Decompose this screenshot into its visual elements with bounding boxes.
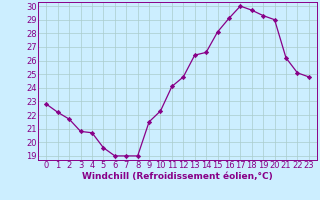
X-axis label: Windchill (Refroidissement éolien,°C): Windchill (Refroidissement éolien,°C) bbox=[82, 172, 273, 181]
